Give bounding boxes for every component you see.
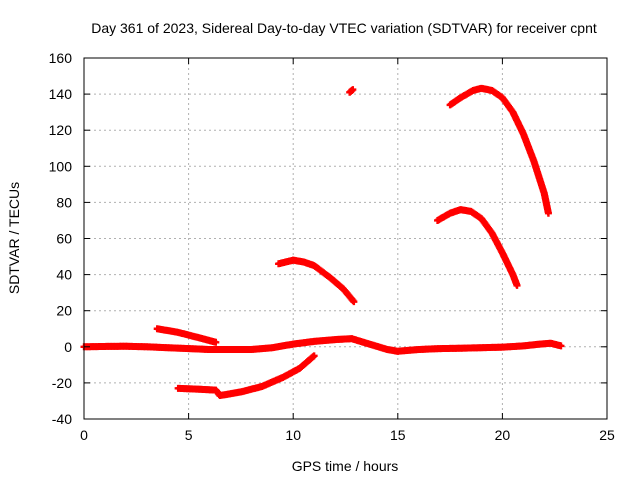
track-arc-143 xyxy=(446,84,552,217)
data-point xyxy=(310,352,318,360)
x-tick-label: 5 xyxy=(185,427,193,443)
chart-title: Day 361 of 2023, Sidereal Day-to-day VTE… xyxy=(91,20,597,36)
y-tick-label: -40 xyxy=(52,411,72,427)
y-tick-label: 100 xyxy=(49,158,73,174)
data-point xyxy=(513,281,521,289)
y-tick-label: -20 xyxy=(52,375,72,391)
grid xyxy=(84,58,607,419)
y-tick-label: 160 xyxy=(49,50,73,66)
data-points xyxy=(80,84,565,400)
data-point xyxy=(557,342,565,350)
track-arc-45 xyxy=(275,256,358,306)
track-arc-75 xyxy=(434,206,521,289)
axis-ticks: 0 5 10 15 20 25 -40 -20 0 20 40 60 80 100 120 140 160 xyxy=(49,50,615,443)
y-tick-label: 60 xyxy=(56,231,72,247)
data-point xyxy=(349,86,357,94)
y-tick-label: 20 xyxy=(56,303,72,319)
data-point xyxy=(350,298,358,306)
x-axis-label: GPS time / hours xyxy=(292,458,399,474)
y-axis-label: SDTVAR / TECUs xyxy=(6,182,22,294)
x-tick-label: 20 xyxy=(495,427,511,443)
y-tick-label: 40 xyxy=(56,267,72,283)
x-tick-label: 0 xyxy=(80,427,88,443)
y-tick-label: 0 xyxy=(64,339,72,355)
track-baseline xyxy=(80,335,565,355)
x-tick-label: 25 xyxy=(599,427,615,443)
track-low xyxy=(174,352,318,400)
y-tick-label: 140 xyxy=(49,86,73,102)
track-early-decline xyxy=(153,325,220,346)
x-tick-label: 10 xyxy=(285,427,301,443)
x-tick-label: 15 xyxy=(390,427,406,443)
y-tick-label: 80 xyxy=(56,194,72,210)
data-point xyxy=(212,338,220,346)
y-tick-label: 120 xyxy=(49,122,73,138)
data-point xyxy=(544,209,552,217)
track-point-142 xyxy=(346,86,357,96)
